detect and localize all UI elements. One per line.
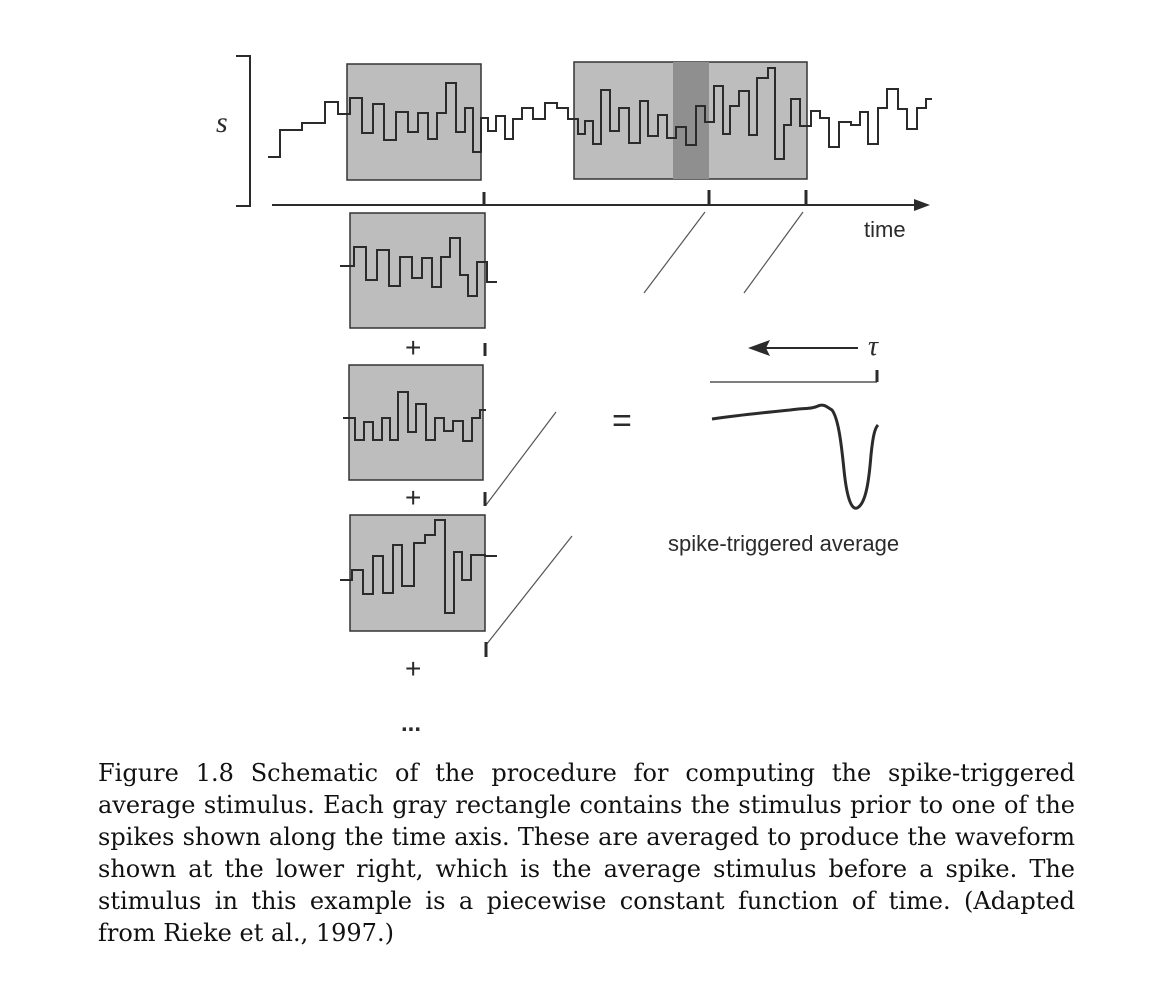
guide-line-4 <box>485 535 573 646</box>
tau-label: τ <box>868 331 879 362</box>
stacked-trace-3 <box>340 519 497 614</box>
plus-sign-3: + <box>405 653 421 684</box>
caption-line: average stimulus. Each gray rectangle co… <box>98 791 1075 819</box>
stimulus-bracket <box>236 55 251 207</box>
stimulus-label: s <box>216 106 228 139</box>
time-label: time <box>864 217 906 242</box>
time-axis-arrowhead <box>914 199 930 211</box>
stimulus-window-1 <box>346 63 482 181</box>
caption-line: stimulus in this example is a piecewise … <box>98 887 1075 915</box>
guide-line-3 <box>485 411 557 506</box>
caption-line: spikes shown along the time axis. These … <box>98 823 1075 851</box>
guide-line-1 <box>643 211 706 294</box>
tau-arrowhead <box>748 340 770 356</box>
equals-sign: = <box>612 402 632 440</box>
stimulus-trace <box>268 67 932 160</box>
plus-sign-2: + <box>405 482 421 513</box>
caption-line: from Rieke et al., 1997.) <box>98 919 394 947</box>
sta-waveform <box>711 403 880 510</box>
stacked-window-3 <box>349 514 486 632</box>
stacked-trace-1 <box>340 237 497 297</box>
stacked-trace-2 <box>343 391 486 442</box>
figure-caption: Figure 1.8 Schematic of the procedure fo… <box>98 757 1075 949</box>
stacked-window-1 <box>349 212 486 329</box>
caption-line: shown at the lower right, which is the a… <box>98 855 1075 883</box>
sta-label: spike-triggered average <box>668 531 899 556</box>
caption-line: Figure 1.8 Schematic of the procedure fo… <box>98 759 1075 787</box>
ellipsis: ... <box>401 710 421 737</box>
guide-line-2 <box>743 211 804 294</box>
plus-sign-1: + <box>405 332 421 363</box>
overlap-region <box>673 62 709 179</box>
